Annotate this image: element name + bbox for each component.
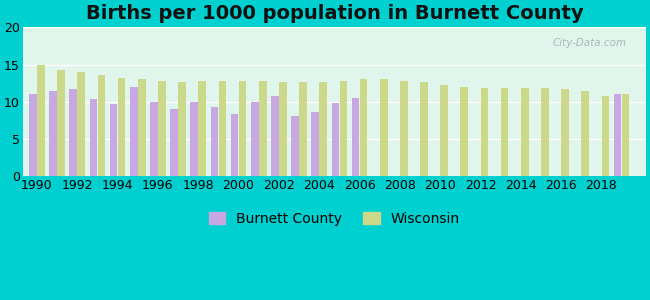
Bar <box>480 88 488 176</box>
Bar <box>211 107 218 176</box>
Bar <box>299 82 307 176</box>
Bar <box>400 81 408 176</box>
Bar <box>259 81 266 176</box>
Bar <box>90 99 97 176</box>
Bar <box>279 82 287 176</box>
Bar <box>332 103 339 176</box>
Bar <box>98 75 105 176</box>
Bar <box>311 112 319 176</box>
Legend: Burnett County, Wisconsin: Burnett County, Wisconsin <box>203 206 465 231</box>
Bar <box>500 88 508 176</box>
Bar <box>440 85 448 176</box>
Title: Births per 1000 population in Burnett County: Births per 1000 population in Burnett Co… <box>86 4 583 23</box>
Bar <box>170 109 178 176</box>
Bar <box>218 81 226 176</box>
Bar <box>110 104 118 176</box>
Bar <box>37 65 45 176</box>
Bar <box>420 82 428 176</box>
Bar <box>198 81 206 176</box>
Bar <box>57 70 65 176</box>
Bar <box>190 102 198 176</box>
Bar <box>251 102 259 176</box>
Bar <box>178 82 186 176</box>
Bar <box>521 88 528 176</box>
Bar <box>271 96 279 176</box>
Bar <box>562 89 569 176</box>
Bar <box>339 81 347 176</box>
Bar <box>602 96 609 176</box>
Bar <box>380 80 387 176</box>
Bar <box>70 89 77 176</box>
Bar <box>130 87 138 176</box>
Bar <box>158 81 166 176</box>
Bar <box>231 114 239 176</box>
Bar <box>460 87 468 176</box>
Bar <box>541 88 549 176</box>
Bar <box>359 80 367 176</box>
Bar <box>77 72 85 176</box>
Bar <box>352 98 359 176</box>
Bar <box>118 78 125 176</box>
Text: City-Data.com: City-Data.com <box>553 38 627 48</box>
Bar <box>582 91 589 176</box>
Bar <box>150 102 158 176</box>
Bar <box>49 91 57 176</box>
Bar <box>29 94 37 176</box>
Bar <box>239 81 246 176</box>
Bar <box>291 116 299 176</box>
Bar <box>138 80 146 176</box>
Bar <box>622 94 629 176</box>
Bar <box>614 94 621 176</box>
Bar <box>319 82 327 176</box>
